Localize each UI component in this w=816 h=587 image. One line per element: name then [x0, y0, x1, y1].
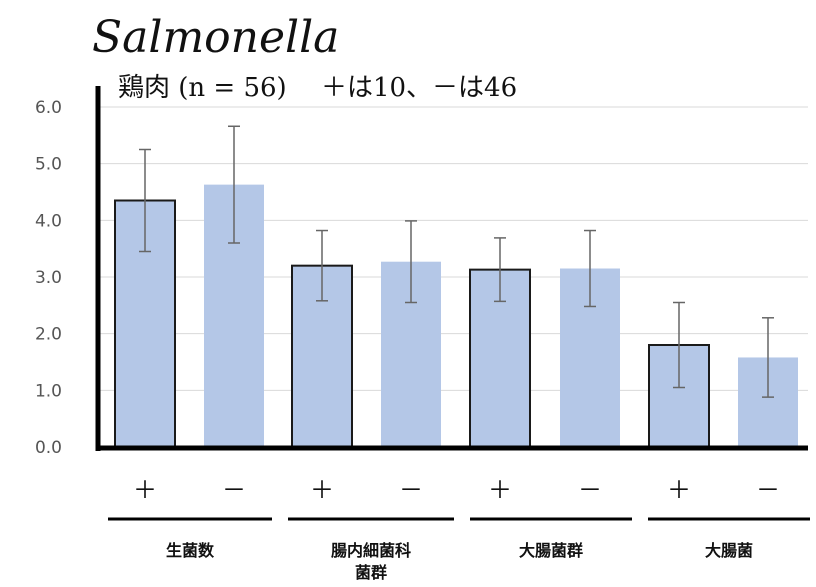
y-tick-label: 0.0: [35, 438, 62, 458]
group-label: 大腸菌群: [519, 541, 583, 560]
group-label: 生菌数: [166, 541, 215, 560]
x-tick-label: －: [399, 476, 423, 504]
chart-title: Salmonella: [92, 12, 339, 63]
y-tick-label: 4.0: [35, 211, 62, 231]
bars-layer: [114, 125, 798, 448]
group-label: 大腸菌: [705, 541, 753, 560]
x-tick-label: －: [756, 476, 780, 504]
x-tick-label: ＋: [488, 476, 512, 504]
x-tick-label: ＋: [133, 476, 157, 504]
group-label: 菌群: [355, 563, 387, 582]
x-tick-label: －: [578, 476, 602, 504]
x-tick-label: ＋: [310, 476, 334, 504]
x-tick-label: ＋: [667, 476, 691, 504]
y-tick-label: 3.0: [35, 268, 62, 288]
chart-subtitle: 鶏肉 (n = 56) ＋は10、－は46: [118, 73, 517, 103]
group-label: 腸内細菌科: [331, 541, 411, 560]
axis-layer: [95, 86, 810, 521]
y-tick-label: 2.0: [35, 325, 62, 345]
y-tick-label: 1.0: [35, 381, 62, 401]
y-tick-label: 5.0: [35, 155, 62, 175]
x-tick-label: －: [222, 476, 246, 504]
y-tick-label: 6.0: [35, 98, 62, 118]
